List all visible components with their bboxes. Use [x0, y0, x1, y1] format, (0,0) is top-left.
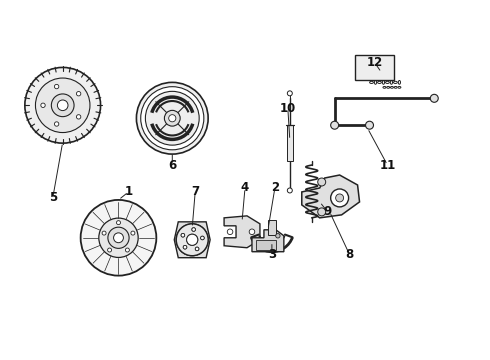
Circle shape	[276, 234, 280, 238]
Circle shape	[41, 103, 45, 108]
Circle shape	[287, 188, 293, 193]
Circle shape	[187, 234, 198, 246]
Circle shape	[196, 247, 199, 251]
Circle shape	[99, 218, 138, 257]
Circle shape	[227, 229, 233, 235]
Circle shape	[331, 189, 348, 207]
FancyBboxPatch shape	[355, 55, 394, 80]
Circle shape	[176, 224, 208, 256]
Polygon shape	[268, 220, 276, 235]
Text: 4: 4	[241, 181, 249, 194]
Circle shape	[146, 91, 199, 145]
Circle shape	[54, 122, 59, 126]
Bar	[287, 125, 293, 161]
Circle shape	[318, 208, 326, 216]
Circle shape	[164, 111, 180, 126]
Circle shape	[136, 82, 208, 154]
Polygon shape	[252, 230, 284, 252]
Text: 5: 5	[49, 192, 57, 204]
Circle shape	[25, 67, 100, 143]
Text: 10: 10	[280, 102, 296, 115]
Circle shape	[200, 236, 204, 240]
Circle shape	[57, 100, 68, 111]
Polygon shape	[256, 240, 276, 250]
Circle shape	[183, 246, 187, 249]
Circle shape	[51, 94, 74, 117]
Circle shape	[54, 84, 59, 89]
Text: 8: 8	[345, 248, 354, 261]
Text: 9: 9	[323, 205, 332, 219]
Text: 11: 11	[379, 158, 395, 172]
Text: 6: 6	[168, 158, 176, 172]
Circle shape	[192, 228, 196, 231]
Circle shape	[81, 200, 156, 276]
Text: 2: 2	[271, 181, 279, 194]
Circle shape	[108, 248, 112, 252]
Polygon shape	[302, 175, 360, 218]
Circle shape	[125, 248, 129, 252]
Circle shape	[196, 247, 199, 251]
Circle shape	[35, 78, 90, 132]
Circle shape	[76, 115, 81, 119]
Circle shape	[76, 91, 81, 96]
Text: 7: 7	[191, 185, 199, 198]
Circle shape	[117, 221, 121, 225]
Circle shape	[430, 94, 438, 102]
Circle shape	[114, 233, 123, 243]
Circle shape	[169, 114, 176, 122]
Circle shape	[183, 246, 187, 249]
Circle shape	[102, 231, 106, 235]
Circle shape	[176, 224, 208, 256]
Circle shape	[108, 227, 129, 248]
Text: 3: 3	[268, 248, 276, 261]
Circle shape	[141, 87, 204, 150]
Circle shape	[131, 231, 135, 235]
Circle shape	[192, 228, 196, 231]
Circle shape	[187, 234, 198, 246]
Circle shape	[287, 91, 293, 96]
Circle shape	[336, 194, 343, 202]
Circle shape	[318, 178, 326, 186]
Text: 12: 12	[367, 56, 383, 69]
Circle shape	[200, 236, 204, 240]
Circle shape	[331, 121, 339, 129]
Polygon shape	[224, 216, 260, 248]
Circle shape	[181, 233, 185, 237]
Circle shape	[181, 233, 185, 237]
Polygon shape	[174, 222, 210, 258]
Text: 1: 1	[124, 185, 132, 198]
Circle shape	[249, 229, 255, 235]
Circle shape	[366, 121, 373, 129]
